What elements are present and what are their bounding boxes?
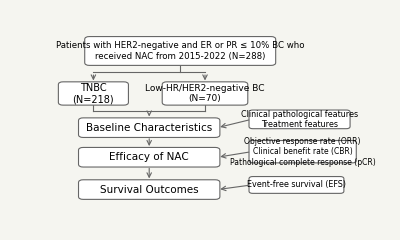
Text: Baseline Characteristics: Baseline Characteristics <box>86 123 212 133</box>
FancyBboxPatch shape <box>78 180 220 199</box>
FancyBboxPatch shape <box>78 147 220 167</box>
FancyBboxPatch shape <box>85 36 276 65</box>
Text: Patients with HER2-negative and ER or PR ≤ 10% BC who
received NAC from 2015-202: Patients with HER2-negative and ER or PR… <box>56 41 304 61</box>
Text: Efficacy of NAC: Efficacy of NAC <box>109 152 189 162</box>
Text: Clinical pathological features
Treatment features: Clinical pathological features Treatment… <box>241 110 358 129</box>
FancyBboxPatch shape <box>162 82 248 105</box>
Text: TNBC
(N=218): TNBC (N=218) <box>72 83 114 104</box>
Text: Objective response rate (ORR)
Clinical benefit rate (CBR)
Pathological complete : Objective response rate (ORR) Clinical b… <box>230 137 376 167</box>
FancyBboxPatch shape <box>249 177 344 193</box>
Text: Low-HR/HER2-negative BC
(N=70): Low-HR/HER2-negative BC (N=70) <box>145 84 265 103</box>
FancyBboxPatch shape <box>78 118 220 138</box>
FancyBboxPatch shape <box>249 110 350 129</box>
FancyBboxPatch shape <box>249 140 356 163</box>
Text: Survival Outcomes: Survival Outcomes <box>100 185 198 195</box>
Text: Event-free survival (EFS): Event-free survival (EFS) <box>247 180 346 189</box>
FancyBboxPatch shape <box>58 82 128 105</box>
